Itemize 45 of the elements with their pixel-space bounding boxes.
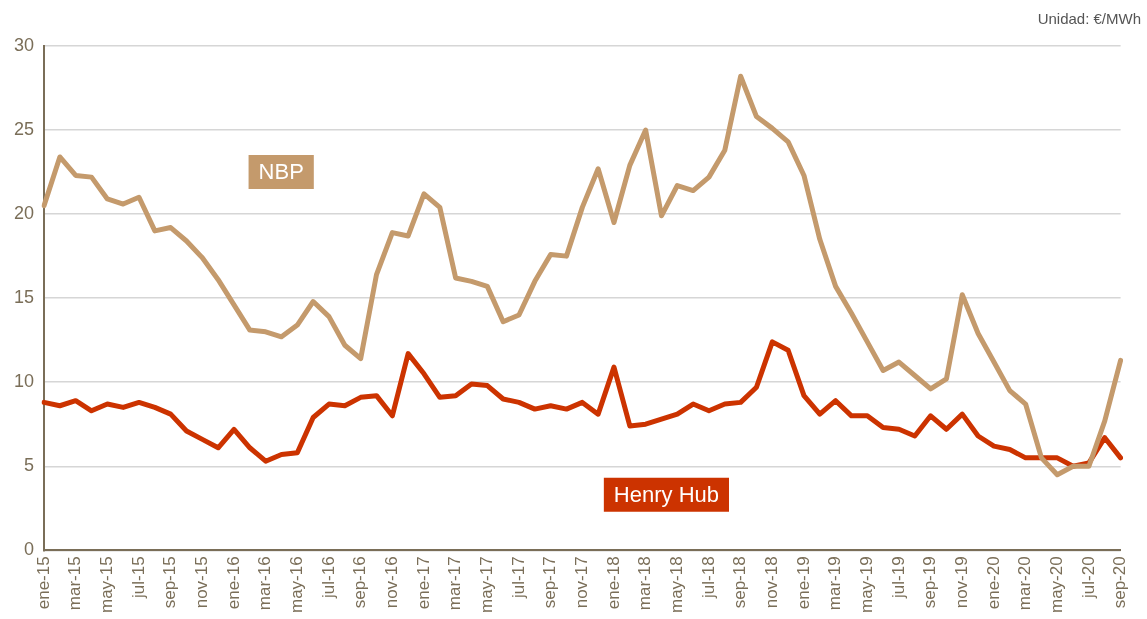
x-tick-label: sep-20 (1110, 556, 1130, 609)
x-tick-label: ene-20 (983, 556, 1003, 610)
x-tick-label: mar-15 (65, 556, 85, 611)
text: Henry Hub (613, 481, 719, 507)
y-tick-label: 10 (13, 371, 35, 392)
x-tick-label: jul-15 (128, 556, 148, 599)
x-tick-label: sep-15 (160, 556, 180, 609)
text: NBP (258, 159, 304, 185)
y-tick-label: 5 (24, 455, 35, 476)
x-tick-label: sep-17 (540, 556, 560, 609)
x-tick-label: jul-16 (318, 556, 338, 599)
x-tick-label: ene-15 (33, 556, 53, 610)
x-tick-label: jul-17 (508, 556, 528, 599)
x-tick-label: nov-15 (192, 556, 212, 609)
x-tick-label: may-16 (287, 556, 307, 613)
x-tick-label: mar-19 (825, 556, 845, 611)
x-tick-label: nov-19 (951, 556, 971, 609)
x-tick-label: sep-19 (920, 556, 940, 609)
x-tick-label: ene-16 (223, 556, 243, 610)
x-tick-label: mar-20 (1015, 556, 1035, 611)
x-tick-label: may-18 (666, 556, 686, 613)
x-tick-label: may-19 (856, 556, 876, 613)
x-tick-label: may-17 (477, 556, 497, 613)
y-tick-label: 0 (24, 539, 35, 560)
x-tick-label: may-15 (97, 556, 117, 613)
x-tick-label: may-20 (1046, 556, 1066, 613)
x-tick-label: ene-19 (793, 556, 813, 610)
y-tick-label: 30 (13, 34, 35, 55)
x-tick-label: nov-17 (572, 556, 591, 609)
x-tick-label: nov-18 (761, 556, 781, 609)
x-tick-label: jul-19 (888, 556, 908, 599)
x-tick-label: mar-18 (635, 556, 655, 611)
y-tick-label: 25 (13, 119, 35, 140)
x-tick-label: ene-18 (603, 556, 623, 610)
x-tick-label: mar-16 (255, 556, 275, 611)
x-tick-label: sep-16 (350, 556, 370, 609)
x-tick-label: jul-20 (1078, 556, 1098, 599)
y-tick-label: 20 (13, 203, 35, 224)
x-tick-label: jul-18 (698, 556, 718, 599)
x-tick-label: sep-18 (730, 556, 750, 609)
x-tick-label: nov-16 (382, 556, 402, 609)
text: Unidad: €/MWh (1037, 10, 1141, 27)
y-tick-label: 15 (13, 287, 35, 308)
x-tick-label: ene-17 (413, 556, 433, 610)
x-tick-label: mar-17 (445, 556, 465, 611)
